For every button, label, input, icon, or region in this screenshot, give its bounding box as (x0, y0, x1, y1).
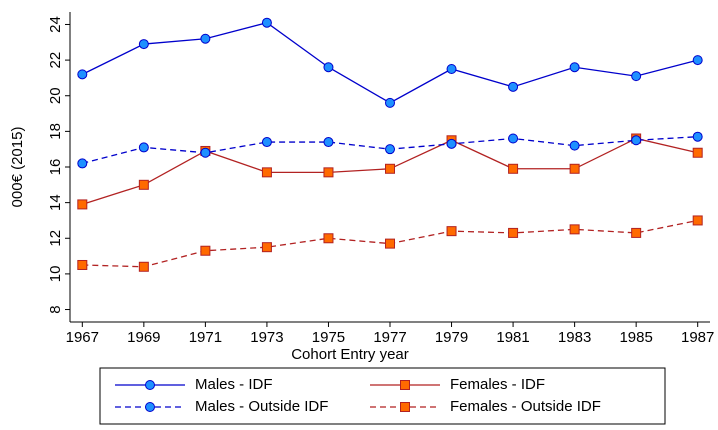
legend-label: Males - Outside IDF (195, 398, 328, 415)
y-tick-label: 16 (47, 159, 64, 176)
marker (77, 259, 88, 270)
x-tick-label: 1983 (558, 329, 591, 346)
marker (385, 144, 395, 155)
marker (261, 167, 272, 178)
y-tick-label: 22 (47, 52, 64, 69)
marker (138, 39, 149, 50)
marker (323, 233, 334, 244)
x-tick-label: 1975 (312, 329, 345, 346)
marker (200, 147, 211, 158)
marker (77, 199, 88, 210)
legend-label: Females - IDF (450, 376, 545, 393)
marker (385, 97, 395, 108)
legend-marker (400, 402, 410, 412)
y-tick-label: 14 (47, 194, 64, 211)
marker (508, 133, 519, 144)
marker (631, 135, 642, 146)
x-tick-label: 1981 (496, 329, 529, 346)
x-tick-label: 1971 (189, 329, 222, 346)
marker (569, 140, 580, 151)
marker (385, 238, 395, 249)
legend-label: Females - Outside IDF (450, 398, 601, 415)
marker (446, 64, 457, 75)
x-tick-label: 1973 (250, 329, 283, 346)
marker (569, 163, 580, 174)
x-tick-label: 1987 (681, 329, 714, 346)
legend-label: Males - IDF (195, 376, 273, 393)
x-tick-label: 1977 (373, 329, 406, 346)
marker (138, 179, 149, 190)
marker (631, 71, 642, 82)
legend-marker (145, 402, 155, 412)
marker (77, 158, 88, 169)
marker (200, 33, 211, 44)
x-axis-title: Cohort Entry year (291, 346, 409, 363)
marker (508, 81, 519, 92)
legend-marker (145, 380, 155, 390)
x-tick-label: 1985 (619, 329, 652, 346)
marker (385, 163, 395, 174)
y-tick-label: 8 (47, 305, 64, 313)
marker (138, 261, 149, 272)
marker (508, 227, 519, 238)
marker (77, 69, 88, 80)
marker (200, 245, 211, 256)
y-axis-title: 000€ (2015) (9, 127, 26, 208)
marker (446, 138, 457, 149)
marker (138, 142, 149, 153)
marker (323, 137, 334, 148)
legend-marker (400, 380, 410, 390)
y-tick-label: 12 (47, 230, 64, 247)
y-tick-label: 10 (47, 266, 64, 283)
marker (692, 55, 703, 66)
marker (261, 137, 272, 148)
marker (323, 167, 334, 178)
legend-box (99, 367, 666, 425)
y-tick-label: 20 (47, 87, 64, 104)
marker (692, 147, 703, 158)
y-tick-label: 18 (47, 123, 64, 140)
marker (692, 131, 703, 142)
marker (569, 62, 580, 73)
marker (631, 227, 642, 238)
x-tick-label: 1979 (435, 329, 468, 346)
x-tick-label: 1967 (66, 329, 99, 346)
marker (569, 224, 580, 235)
marker (323, 62, 334, 73)
marker (508, 163, 519, 174)
y-tick-label: 24 (47, 16, 64, 33)
marker (261, 242, 272, 253)
marker (261, 17, 272, 28)
x-tick-label: 1969 (127, 329, 160, 346)
marker (692, 215, 703, 226)
marker (446, 226, 457, 237)
